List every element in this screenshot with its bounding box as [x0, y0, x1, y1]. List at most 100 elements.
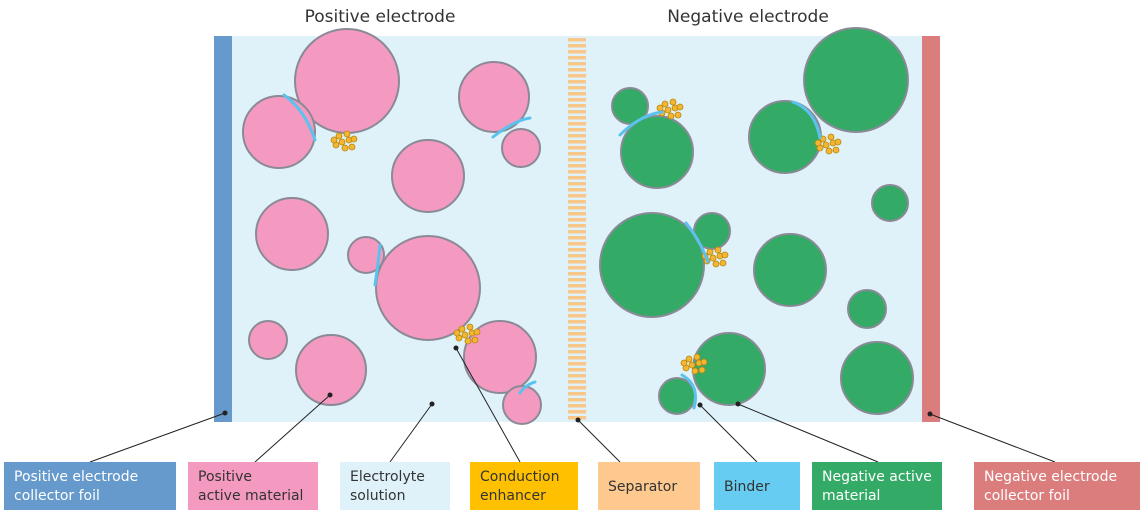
conduction-particle [471, 336, 479, 344]
label-line: Binder [724, 479, 770, 495]
negative-particle [840, 341, 914, 415]
conduction-particle [348, 143, 356, 151]
label-box [812, 462, 942, 510]
separator-stripe [568, 290, 586, 294]
conduction-particle [453, 329, 461, 337]
conduction-particle [464, 337, 472, 345]
negative-particle [803, 27, 909, 133]
conduction-particle [338, 138, 346, 146]
conduction-particle [330, 136, 338, 144]
negative-particle [871, 184, 909, 222]
conduction-particle [667, 112, 675, 120]
leader-dot [453, 345, 459, 351]
separator-stripe [568, 242, 586, 246]
label-line: Negative electrode [984, 469, 1117, 485]
binder [373, 243, 382, 287]
conduction-particle [691, 367, 699, 375]
negative-particle [847, 289, 887, 329]
label-line: collector foil [984, 488, 1070, 504]
binder [282, 93, 317, 142]
separator-stripe [568, 194, 586, 198]
conduction-particle [669, 98, 677, 106]
separator-stripe [568, 74, 586, 78]
positive-particle [295, 334, 367, 406]
conduction-particle [712, 260, 720, 268]
conduction-particle [458, 325, 466, 333]
separator-stripe [568, 188, 586, 192]
separator-stripe [568, 164, 586, 168]
leader-dot [735, 401, 741, 407]
conduction-particle [676, 103, 684, 111]
leader-dot [575, 417, 581, 423]
separator-stripe [568, 338, 586, 342]
separator-stripe [568, 308, 586, 312]
separator-stripe [568, 62, 586, 66]
label-line: Conduction [480, 469, 560, 485]
separator-stripe [568, 260, 586, 264]
conduction-particle [341, 144, 349, 152]
conduction-particle [656, 104, 664, 112]
label-text: Negative active material [822, 469, 932, 504]
separator-stripe [568, 50, 586, 54]
separator-stripe [568, 344, 586, 348]
conduction-particle [834, 138, 842, 146]
conduction-particle [822, 141, 830, 149]
conduction-particle [335, 132, 343, 140]
conduction-particle [466, 323, 474, 331]
conduction-particle [343, 130, 351, 138]
negative-foil [922, 36, 940, 422]
label-box [340, 462, 450, 510]
binder [680, 373, 697, 410]
label-box [4, 462, 176, 510]
positive-particle [375, 235, 481, 341]
conduction-particle [473, 328, 481, 336]
positive-particle [501, 128, 541, 168]
binder [791, 100, 822, 140]
separator-stripe [568, 140, 586, 144]
conduction-particle [825, 147, 833, 155]
negative-particle [753, 233, 827, 307]
separator-stripe [568, 278, 586, 282]
leader-dot [697, 402, 703, 408]
separator-stripe [568, 296, 586, 300]
leader-dot [429, 401, 435, 407]
separator-stripe [568, 200, 586, 204]
separator-stripe [568, 212, 586, 216]
conduction-particle [664, 106, 672, 114]
separator-stripe [568, 398, 586, 402]
negative-title: Negative electrode [667, 7, 829, 27]
leader-dot [927, 411, 933, 417]
binder [618, 110, 664, 137]
label-line: solution [350, 488, 405, 504]
separator-stripe [568, 158, 586, 162]
positive-particle [242, 95, 316, 169]
separator-stripe [568, 266, 586, 270]
separator-stripe [568, 380, 586, 384]
positive-particle [347, 236, 385, 274]
label-box [974, 462, 1140, 510]
separator-stripe [568, 176, 586, 180]
separator-stripe [568, 218, 586, 222]
label-text: Conduction enhancer [480, 469, 560, 504]
positive-foil [214, 36, 232, 422]
conduction-particle [661, 100, 669, 108]
conduction-particle [680, 359, 688, 367]
separator-stripe [568, 68, 586, 72]
positive-particle [255, 197, 329, 271]
separator-stripe [568, 284, 586, 288]
conduction-particle [721, 251, 729, 259]
labels: Positive electrode collector foilPositive… [4, 462, 1140, 510]
positive-particle [463, 320, 537, 394]
label-line: Separator [608, 479, 677, 495]
leader-line [89, 412, 226, 463]
separator-stripe [568, 170, 586, 174]
label-box [598, 462, 700, 510]
conduction-particle [688, 361, 696, 369]
separator-stripe [568, 272, 586, 276]
label-line: Positive electrode [14, 469, 138, 485]
separator-stripe [568, 98, 586, 102]
leader-line [254, 394, 331, 463]
conduction-particle [709, 254, 717, 262]
negative-particle [611, 87, 649, 125]
